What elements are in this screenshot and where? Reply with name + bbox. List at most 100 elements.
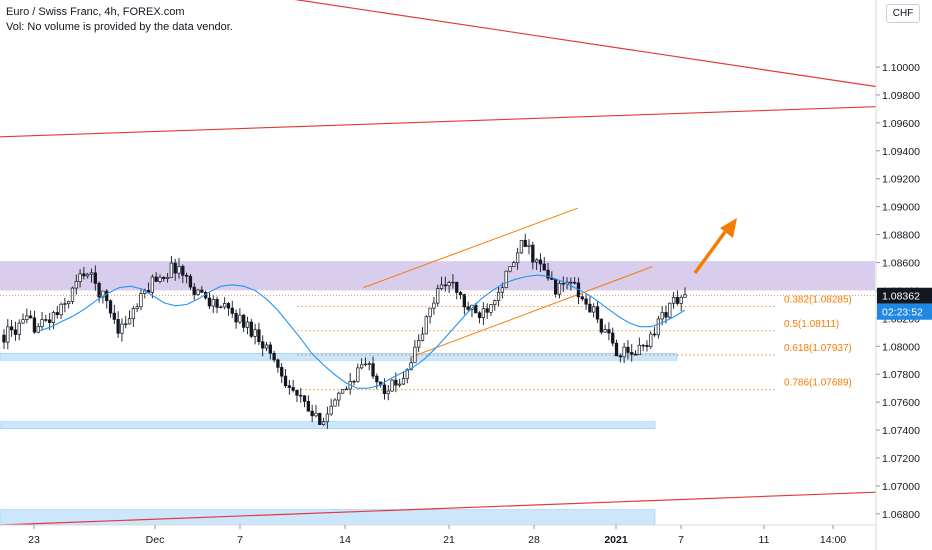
- candle-body: [321, 421, 326, 425]
- candle: [573, 276, 577, 285]
- candle: [192, 282, 196, 301]
- projection-arrow-shaft: [693, 230, 727, 275]
- candle: [127, 310, 132, 325]
- candle-body: [287, 385, 291, 388]
- candle-body: [668, 302, 672, 318]
- candle: [105, 289, 109, 309]
- fib-level-label: 0.5(1.08111): [784, 319, 839, 330]
- candle: [272, 350, 276, 363]
- candle-body: [215, 299, 219, 308]
- candle-body: [375, 375, 379, 383]
- candle: [675, 290, 680, 306]
- candle-body: [611, 332, 615, 344]
- candle: [588, 296, 592, 313]
- candle-body: [356, 367, 360, 382]
- candle: [188, 273, 193, 291]
- candle: [466, 301, 470, 312]
- candle-body: [675, 297, 680, 304]
- candle-body: [200, 289, 204, 293]
- currency-badge[interactable]: CHF: [886, 4, 920, 23]
- candle: [165, 272, 170, 283]
- candle: [485, 303, 489, 320]
- candle: [158, 274, 162, 284]
- candle-body: [82, 273, 86, 277]
- candle: [614, 339, 619, 357]
- candle-body: [97, 282, 101, 298]
- candle: [428, 307, 432, 324]
- candle-body: [124, 323, 128, 326]
- candle-body: [67, 301, 71, 304]
- candle: [649, 331, 653, 350]
- candle-body: [447, 282, 451, 287]
- candle-body: [230, 307, 234, 314]
- candle-body: [192, 286, 196, 296]
- candle: [584, 294, 588, 310]
- candle-body: [2, 334, 6, 343]
- candle: [32, 310, 37, 334]
- candle: [223, 297, 227, 310]
- candle-body: [592, 306, 596, 313]
- candle-body: [573, 281, 577, 284]
- projection-arrow-head: [720, 218, 737, 238]
- candle-body: [527, 244, 531, 247]
- candle-body: [249, 321, 253, 337]
- candle: [211, 294, 215, 314]
- price-tick-label: 1.09800: [882, 90, 920, 102]
- candle: [500, 282, 505, 299]
- candle: [280, 363, 284, 384]
- candle: [401, 371, 406, 385]
- candle-body: [280, 367, 284, 377]
- candle-body: [489, 304, 493, 313]
- candle: [93, 265, 97, 291]
- candle: [67, 300, 71, 309]
- candle: [329, 398, 333, 416]
- candle: [131, 305, 136, 328]
- candle-body: [588, 303, 592, 313]
- candle: [306, 395, 311, 412]
- candle: [371, 356, 375, 380]
- price-tick-label: 1.09600: [882, 118, 920, 130]
- candle: [386, 384, 390, 401]
- candle: [420, 327, 425, 342]
- candle: [668, 302, 672, 320]
- candle: [580, 293, 584, 302]
- candle: [534, 258, 539, 271]
- candle: [116, 311, 120, 338]
- candle: [101, 290, 105, 304]
- candle: [276, 358, 280, 373]
- candle-body: [242, 314, 246, 328]
- candle: [207, 292, 212, 310]
- candle-body: [283, 375, 288, 387]
- candle: [184, 272, 189, 284]
- candle-body: [131, 308, 136, 320]
- candle-body: [363, 363, 368, 366]
- candle-body: [637, 344, 641, 356]
- candle-body: [196, 289, 200, 296]
- candle: [519, 239, 524, 254]
- candle-body: [245, 321, 250, 328]
- candle-body: [649, 333, 653, 347]
- candle-body: [173, 262, 177, 274]
- candle-body: [21, 319, 25, 324]
- candle-body: [493, 300, 497, 305]
- price-axis-bg: [876, 0, 932, 550]
- candle-body: [89, 272, 94, 275]
- last-price-badge: [877, 287, 932, 304]
- candle: [36, 323, 40, 334]
- candle: [496, 286, 501, 307]
- channel-line: [363, 207, 579, 289]
- candle: [633, 350, 638, 356]
- candle-body: [367, 363, 371, 365]
- candle: [242, 314, 246, 333]
- candle-body: [671, 297, 676, 304]
- candle-body: [451, 281, 455, 284]
- price-tick-label: 1.08800: [882, 230, 920, 242]
- candle: [310, 404, 314, 423]
- candle-body: [477, 312, 482, 318]
- candle: [17, 319, 21, 341]
- candle: [302, 395, 307, 408]
- candle-body: [519, 239, 524, 254]
- candle: [569, 277, 573, 291]
